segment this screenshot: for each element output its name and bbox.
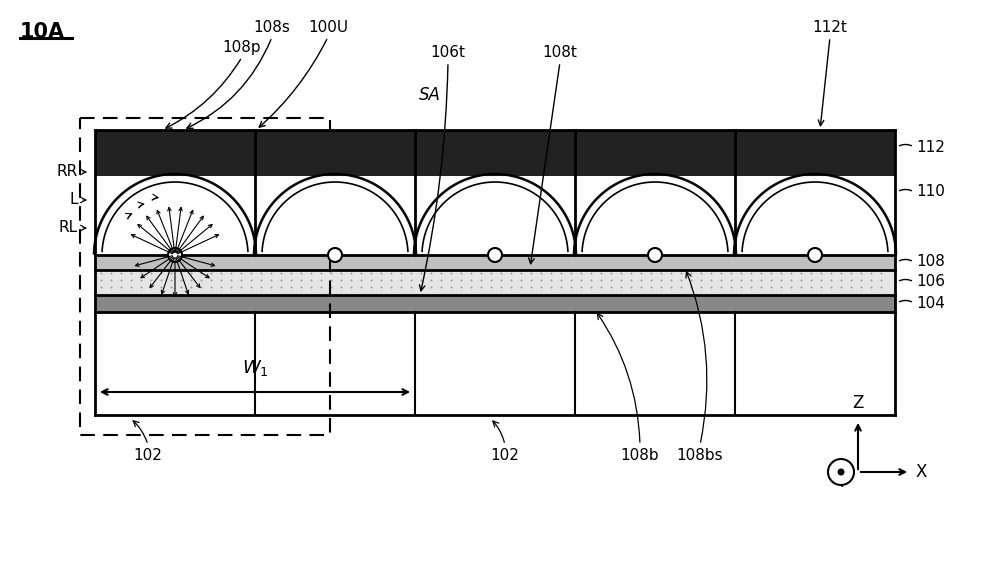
Bar [95,130,895,255]
Polygon shape [416,176,574,255]
Polygon shape [576,176,734,255]
Polygon shape [256,176,414,255]
Text: 108s: 108s [254,20,290,35]
Text: 10A: 10A [20,22,65,42]
Bar [415,130,575,165]
Polygon shape [256,176,414,255]
Text: X: X [916,463,927,481]
Bar [95,312,895,415]
Circle shape [328,248,342,262]
Circle shape [648,248,662,262]
Text: 108bs: 108bs [677,448,723,463]
Text: 102: 102 [134,448,162,463]
Text: 108b: 108b [621,448,659,463]
Text: 112: 112 [916,139,945,155]
Bar [95,270,895,295]
Polygon shape [736,176,894,255]
Text: Z: Z [852,394,864,412]
Polygon shape [96,176,254,255]
Text: 100U: 100U [308,20,348,35]
Polygon shape [416,176,574,255]
Bar [735,165,895,176]
Circle shape [488,248,502,262]
Text: 108: 108 [916,255,945,270]
Bar [95,255,895,270]
Polygon shape [96,176,254,255]
Circle shape [808,248,822,262]
Text: 112t: 112t [813,20,847,35]
Bar [575,130,735,165]
Bar [575,165,735,176]
Text: 108p: 108p [223,40,261,55]
Bar [735,130,895,165]
Circle shape [838,469,844,475]
Polygon shape [256,176,414,255]
Text: 106t: 106t [430,45,466,60]
Text: 108t: 108t [543,45,577,60]
Text: SA: SA [419,86,441,104]
Polygon shape [736,176,894,255]
Circle shape [828,459,854,485]
Circle shape [168,248,182,262]
Polygon shape [576,176,734,255]
Text: 110: 110 [916,184,945,200]
Text: $W_1$: $W_1$ [242,358,268,378]
Bar [95,165,255,176]
Text: L: L [70,193,78,207]
Bar [95,130,255,165]
Polygon shape [416,176,574,255]
Bar [415,165,575,176]
Text: Y: Y [836,473,846,491]
Bar [255,130,415,165]
Polygon shape [576,176,734,255]
Text: 104: 104 [916,296,945,310]
Bar [255,165,415,176]
Polygon shape [736,176,894,255]
Polygon shape [96,176,254,255]
Text: RR: RR [57,165,78,179]
Text: RL: RL [59,220,78,235]
Bar [95,295,895,312]
Text: 102: 102 [491,448,519,463]
Text: 106: 106 [916,274,945,289]
